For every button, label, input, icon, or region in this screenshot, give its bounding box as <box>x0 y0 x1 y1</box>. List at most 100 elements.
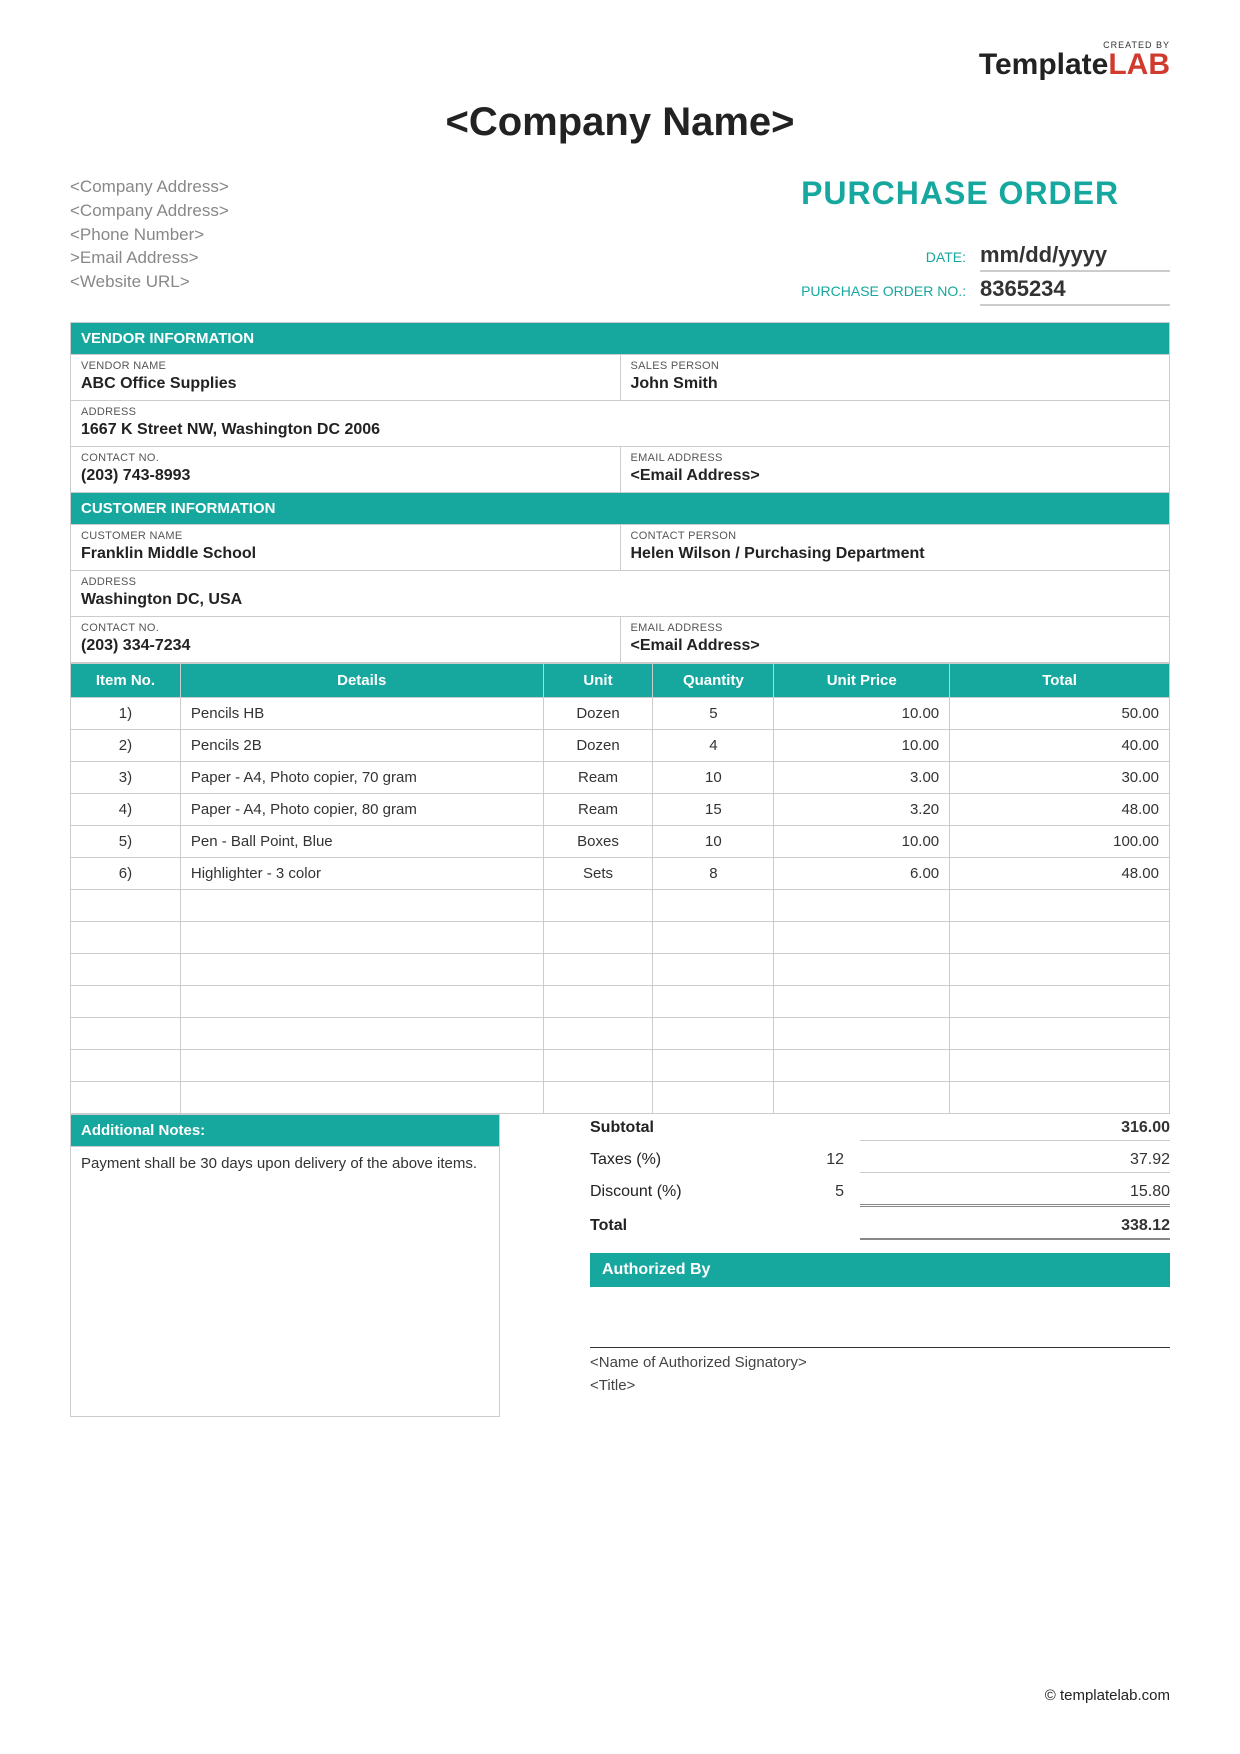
discount-pct: 5 <box>770 1183 860 1207</box>
table-row-empty <box>71 1050 1170 1082</box>
items-header-row: Item No. Details Unit Quantity Unit Pric… <box>71 664 1170 698</box>
table-row: 2)Pencils 2BDozen410.0040.00 <box>71 730 1170 762</box>
vendor-section-header: VENDOR INFORMATION <box>70 322 1170 354</box>
table-row-empty <box>71 890 1170 922</box>
logo-text: TemplateLAB <box>70 50 1170 80</box>
vendor-address-label: ADDRESS <box>81 406 1159 418</box>
cell-qty: 10 <box>653 826 774 858</box>
contact-person-label: CONTACT PERSON <box>631 530 1160 542</box>
customer-name-label: CUSTOMER NAME <box>81 530 610 542</box>
cell-details: Pencils HB <box>180 698 543 730</box>
sales-person: John Smith <box>631 375 1160 393</box>
cell-item-no: 6) <box>71 858 181 890</box>
cell-qty: 10 <box>653 762 774 794</box>
logo-accent-text: LAB <box>1108 48 1170 81</box>
customer-contact-cell: CONTACT NO. (203) 334-7234 <box>70 617 621 663</box>
col-item-no: Item No. <box>71 664 181 698</box>
customer-email-label: EMAIL ADDRESS <box>631 622 1160 634</box>
company-line: <Website URL> <box>70 270 229 294</box>
vendor-email-label: EMAIL ADDRESS <box>631 452 1160 464</box>
table-row: 4)Paper - A4, Photo copier, 80 gramReam1… <box>71 794 1170 826</box>
table-row-empty <box>71 1018 1170 1050</box>
cell-qty: 8 <box>653 858 774 890</box>
contact-person: Helen Wilson / Purchasing Department <box>631 545 1160 563</box>
company-line: <Company Address> <box>70 199 229 223</box>
table-row-empty <box>71 954 1170 986</box>
cell-unit: Boxes <box>543 826 653 858</box>
col-unit: Unit <box>543 664 653 698</box>
vendor-address: 1667 K Street NW, Washington DC 2006 <box>81 421 1159 439</box>
date-value: mm/dd/yyyy <box>980 242 1170 272</box>
cell-item-no: 1) <box>71 698 181 730</box>
cell-unit: Dozen <box>543 730 653 762</box>
cell-total: 48.00 <box>950 794 1170 826</box>
col-quantity: Quantity <box>653 664 774 698</box>
logo-main-text: Template <box>979 48 1108 81</box>
cell-qty: 5 <box>653 698 774 730</box>
authorized-by-header: Authorized By <box>590 1253 1170 1287</box>
po-no-value: 8365234 <box>980 276 1170 306</box>
signature-line <box>590 1347 1170 1348</box>
cell-qty: 15 <box>653 794 774 826</box>
col-total: Total <box>950 664 1170 698</box>
vendor-name: ABC Office Supplies <box>81 375 610 393</box>
notes-header: Additional Notes: <box>70 1114 500 1147</box>
cell-unit: Dozen <box>543 698 653 730</box>
customer-email-cell: EMAIL ADDRESS <Email Address> <box>621 617 1171 663</box>
customer-address-label: ADDRESS <box>81 576 1159 588</box>
discount-label: Discount (%) <box>590 1183 770 1207</box>
vendor-contact: (203) 743-8993 <box>81 467 610 485</box>
cell-price: 10.00 <box>774 826 950 858</box>
company-line: >Email Address> <box>70 246 229 270</box>
taxes-pct: 12 <box>770 1151 860 1173</box>
col-unit-price: Unit Price <box>774 664 950 698</box>
cell-total: 48.00 <box>950 858 1170 890</box>
table-row: 6)Highlighter - 3 colorSets86.0048.00 <box>71 858 1170 890</box>
sales-person-label: SALES PERSON <box>631 360 1160 372</box>
cell-total: 50.00 <box>950 698 1170 730</box>
customer-name-cell: CUSTOMER NAME Franklin Middle School <box>70 524 621 571</box>
vendor-address-cell: ADDRESS 1667 K Street NW, Washington DC … <box>70 401 1170 447</box>
cell-unit: Sets <box>543 858 653 890</box>
cell-price: 10.00 <box>774 698 950 730</box>
customer-contact-label: CONTACT NO. <box>81 622 610 634</box>
discount-value: 15.80 <box>860 1183 1170 1207</box>
company-line: <Phone Number> <box>70 223 229 247</box>
cell-details: Paper - A4, Photo copier, 80 gram <box>180 794 543 826</box>
table-row: 5)Pen - Ball Point, BlueBoxes1010.00100.… <box>71 826 1170 858</box>
cell-total: 40.00 <box>950 730 1170 762</box>
cell-details: Pen - Ball Point, Blue <box>180 826 543 858</box>
items-table: Item No. Details Unit Quantity Unit Pric… <box>70 663 1170 1114</box>
cell-item-no: 3) <box>71 762 181 794</box>
notes-body: Payment shall be 30 days upon delivery o… <box>70 1147 500 1417</box>
customer-address: Washington DC, USA <box>81 591 1159 609</box>
cell-item-no: 4) <box>71 794 181 826</box>
cell-price: 10.00 <box>774 730 950 762</box>
cell-total: 100.00 <box>950 826 1170 858</box>
po-no-label: PURCHASE ORDER NO.: <box>801 283 966 299</box>
subtotal-label: Subtotal <box>590 1119 770 1141</box>
taxes-label: Taxes (%) <box>590 1151 770 1173</box>
cell-details: Highlighter - 3 color <box>180 858 543 890</box>
cell-price: 3.00 <box>774 762 950 794</box>
cell-price: 6.00 <box>774 858 950 890</box>
col-details: Details <box>180 664 543 698</box>
vendor-contact-label: CONTACT NO. <box>81 452 610 464</box>
cell-unit: Ream <box>543 762 653 794</box>
signatory-title: <Title> <box>590 1377 1170 1394</box>
table-row-empty <box>71 922 1170 954</box>
subtotal-value: 316.00 <box>860 1119 1170 1141</box>
cell-unit: Ream <box>543 794 653 826</box>
vendor-email-cell: EMAIL ADDRESS <Email Address> <box>621 447 1171 493</box>
cell-item-no: 5) <box>71 826 181 858</box>
table-row: 3)Paper - A4, Photo copier, 70 gramReam1… <box>71 762 1170 794</box>
table-row-empty <box>71 986 1170 1018</box>
cell-details: Pencils 2B <box>180 730 543 762</box>
sales-person-cell: SALES PERSON John Smith <box>621 354 1171 401</box>
customer-email: <Email Address> <box>631 637 1160 655</box>
taxes-value: 37.92 <box>860 1151 1170 1173</box>
vendor-name-cell: VENDOR NAME ABC Office Supplies <box>70 354 621 401</box>
signatory-name: <Name of Authorized Signatory> <box>590 1354 1170 1371</box>
cell-price: 3.20 <box>774 794 950 826</box>
cell-details: Paper - A4, Photo copier, 70 gram <box>180 762 543 794</box>
